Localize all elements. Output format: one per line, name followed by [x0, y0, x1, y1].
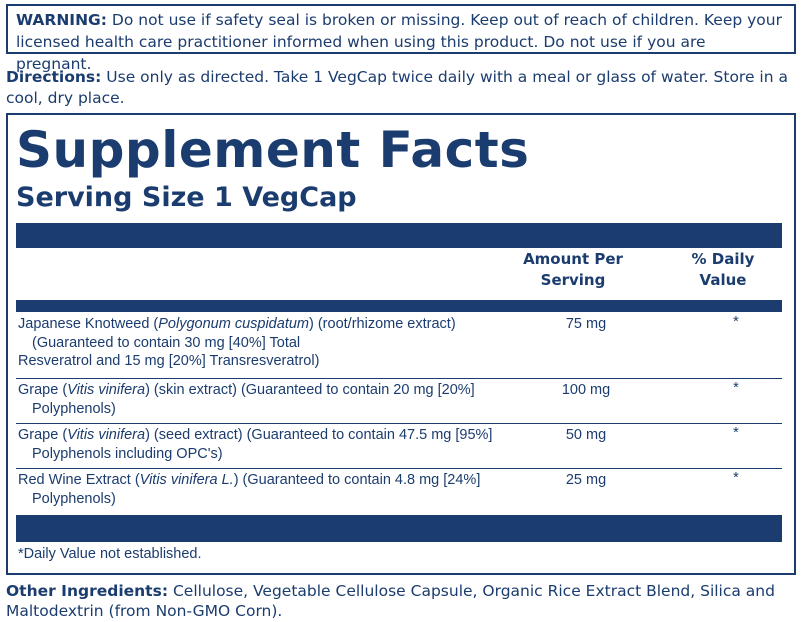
ingredient-name-text: Grape ( — [18, 382, 68, 398]
ingredient-row: Japanese Knotweed (Polygonum cuspidatum)… — [16, 313, 782, 379]
ingredient-detail: Polyphenols including OPC's) — [32, 445, 223, 462]
ingredient-amount: 50 mg — [565, 427, 607, 443]
supplement-facts-panel: Supplement Facts Serving Size 1 VegCap A… — [6, 113, 796, 575]
ingredient-name: Japanese Knotweed (Polygonum cuspidatum)… — [18, 315, 508, 371]
ingredient-name: Grape (Vitis vinifera) (skin extract) (G… — [18, 381, 508, 418]
ingredient-name-text: Grape ( — [18, 427, 68, 443]
divider-bar-bottom — [16, 515, 782, 542]
directions: Directions: Use only as directed. Take 1… — [6, 67, 796, 109]
daily-value-footnote: *Daily Value not established. — [18, 546, 202, 562]
ingredient-name-text: ) (skin extract) (Guaranteed to contain … — [145, 382, 475, 398]
ingredient-name-text: ) (Guaranteed to contain 4.8 mg [24%] — [233, 472, 481, 488]
warning-label: WARNING: — [16, 11, 107, 29]
ingredient-daily-value: * — [733, 314, 739, 330]
ingredient-daily-value: * — [733, 380, 739, 396]
ingredient-latin-name: Vitis vinifera L. — [139, 472, 234, 488]
ingredient-name: Red Wine Extract (Vitis vinifera L.) (Gu… — [18, 471, 508, 508]
daily-value-header: % Daily Value — [668, 249, 778, 291]
other-ingredients-label: Other Ingredients: — [6, 582, 169, 600]
serving-size: Serving Size 1 VegCap — [16, 182, 357, 213]
ingredient-detail: Resveratrol and 15 mg [20%] Transresvera… — [18, 353, 320, 369]
ingredient-name-text: Japanese Knotweed ( — [18, 316, 159, 332]
ingredient-row: Grape (Vitis vinifera) (skin extract) (G… — [16, 379, 782, 424]
amount-header-line1: Amount Per — [523, 250, 623, 268]
ingredient-daily-value: * — [733, 425, 739, 441]
dv-header-line2: Value — [699, 271, 747, 289]
ingredient-detail: (Guaranteed to contain 30 mg [40%] Total — [32, 334, 301, 351]
warning-box: WARNING: Do not use if safety seal is br… — [6, 4, 796, 73]
ingredient-amount: 25 mg — [565, 472, 607, 488]
ingredient-daily-value: * — [733, 470, 739, 486]
ingredient-name-text: ) (root/rhizome extract) — [309, 316, 456, 332]
dv-header-line1: % Daily — [691, 250, 755, 268]
other-ingredients: Other Ingredients: Cellulose, Vegetable … — [6, 581, 798, 621]
amount-per-serving-header: Amount Per Serving — [508, 249, 638, 291]
facts-title: Supplement Facts — [16, 121, 530, 179]
ingredient-latin-name: Polygonum cuspidatum — [158, 316, 309, 332]
ingredient-amount: 100 mg — [561, 382, 611, 398]
other-ingredients-text: Cellulose, Vegetable Cellulose Capsule, … — [6, 582, 775, 620]
directions-text: Use only as directed. Take 1 VegCap twic… — [6, 68, 788, 107]
ingredient-name: Grape (Vitis vinifera) (seed extract) (G… — [18, 426, 508, 463]
ingredient-row: Red Wine Extract (Vitis vinifera L.) (Gu… — [16, 469, 782, 515]
ingredient-name-text: ) (seed extract) (Guaranteed to contain … — [145, 427, 493, 443]
ingredient-row: Grape (Vitis vinifera) (seed extract) (G… — [16, 424, 782, 469]
warning-text: Do not use if safety seal is broken or m… — [16, 11, 782, 73]
ingredient-latin-name: Vitis vinifera — [67, 427, 146, 443]
amount-header-line2: Serving — [540, 271, 606, 289]
directions-label: Directions: — [6, 68, 102, 86]
ingredient-name-text: Red Wine Extract ( — [18, 472, 140, 488]
ingredient-detail: Polyphenols) — [32, 400, 116, 417]
divider-bar-mid — [16, 300, 782, 312]
ingredient-amount: 75 mg — [565, 316, 607, 332]
ingredient-detail: Polyphenols) — [32, 490, 116, 507]
divider-bar-top — [16, 223, 782, 248]
ingredient-latin-name: Vitis vinifera — [67, 382, 146, 398]
